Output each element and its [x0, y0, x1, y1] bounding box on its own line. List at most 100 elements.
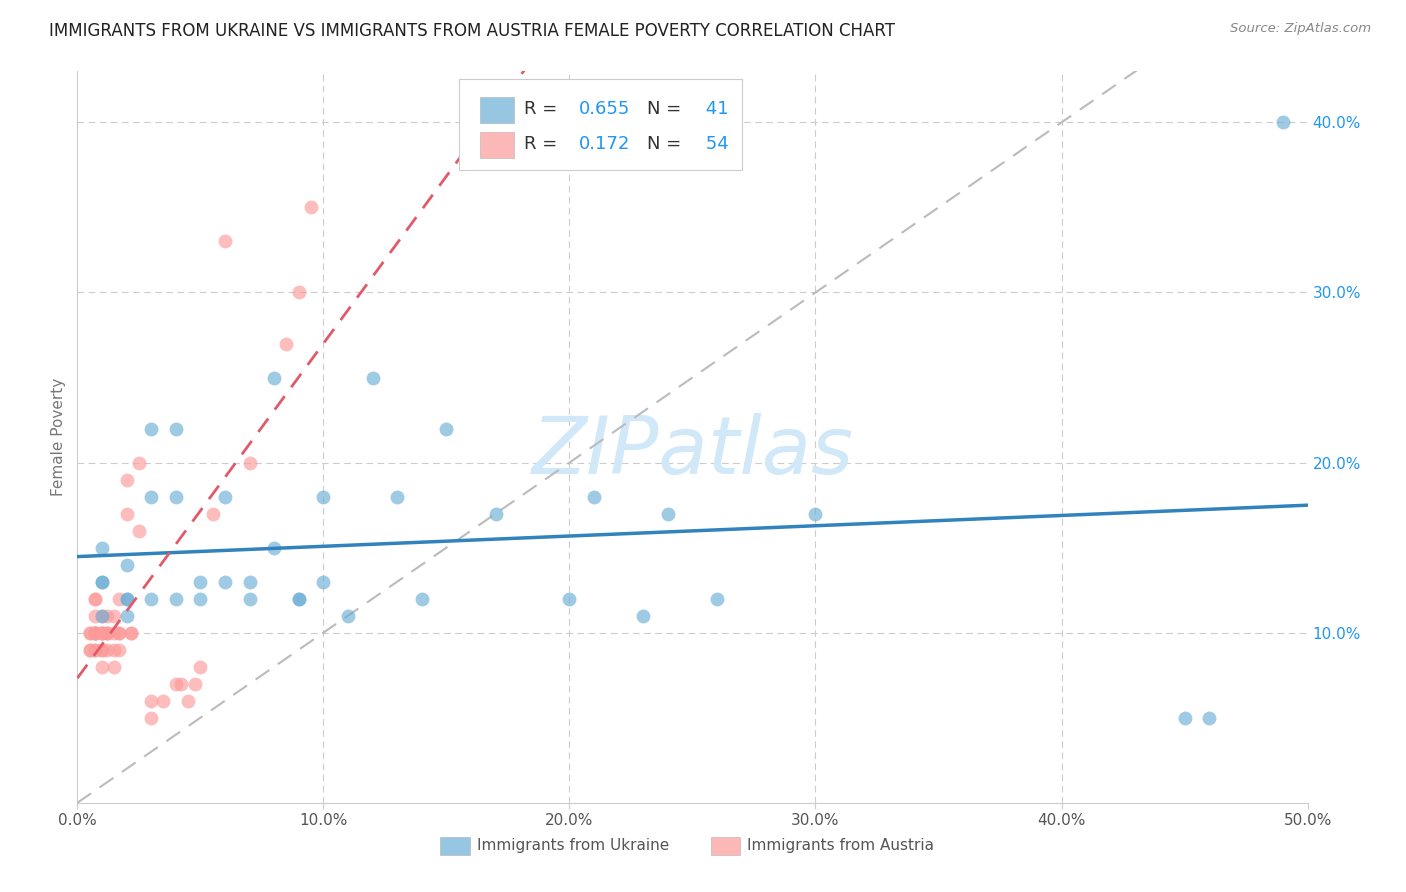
Point	[103, 642, 125, 657]
Point	[633, 608, 655, 623]
Point	[108, 642, 131, 657]
Point	[96, 625, 118, 640]
Point	[108, 625, 131, 640]
Point	[312, 574, 335, 589]
Point	[83, 608, 105, 623]
Point	[83, 625, 105, 640]
Point	[188, 574, 212, 589]
Point	[214, 235, 236, 249]
Point	[706, 591, 728, 606]
Point	[299, 201, 322, 215]
Point	[337, 608, 360, 623]
Text: N =: N =	[647, 135, 681, 153]
Point	[90, 608, 114, 623]
Point	[121, 625, 143, 640]
Point	[103, 608, 125, 623]
Point	[1174, 711, 1197, 725]
Point	[1198, 711, 1220, 725]
Point	[804, 507, 827, 521]
Point	[201, 507, 224, 521]
Text: 54: 54	[700, 135, 728, 153]
Point	[83, 591, 105, 606]
Text: 41: 41	[700, 100, 728, 118]
Point	[115, 591, 138, 606]
Point	[121, 625, 143, 640]
Point	[96, 608, 118, 623]
Point	[83, 625, 105, 640]
FancyBboxPatch shape	[479, 97, 515, 123]
Point	[83, 625, 105, 640]
Point	[436, 421, 458, 435]
Point	[184, 677, 207, 691]
Text: R =: R =	[524, 100, 562, 118]
Point	[657, 507, 679, 521]
Point	[83, 591, 105, 606]
Point	[103, 625, 125, 640]
Point	[83, 625, 105, 640]
FancyBboxPatch shape	[479, 132, 515, 159]
Point	[96, 625, 118, 640]
Point	[79, 642, 101, 657]
Text: IMMIGRANTS FROM UKRAINE VS IMMIGRANTS FROM AUSTRIA FEMALE POVERTY CORRELATION CH: IMMIGRANTS FROM UKRAINE VS IMMIGRANTS FR…	[49, 22, 896, 40]
Text: Immigrants from Ukraine: Immigrants from Ukraine	[477, 838, 669, 854]
Point	[276, 336, 298, 351]
FancyBboxPatch shape	[440, 838, 470, 855]
Point	[1272, 115, 1295, 129]
Point	[83, 642, 105, 657]
Point	[128, 456, 150, 470]
Point	[170, 677, 193, 691]
Point	[96, 642, 118, 657]
Point	[239, 591, 262, 606]
Point	[288, 285, 311, 300]
Point	[214, 490, 236, 504]
Point	[188, 591, 212, 606]
Point	[312, 490, 335, 504]
Point	[128, 524, 150, 538]
Point	[558, 591, 581, 606]
FancyBboxPatch shape	[458, 78, 742, 170]
Point	[485, 507, 508, 521]
Point	[115, 473, 138, 487]
Point	[263, 541, 285, 555]
Point	[165, 421, 187, 435]
Point	[385, 490, 409, 504]
Point	[239, 574, 262, 589]
Point	[165, 677, 187, 691]
Point	[90, 625, 114, 640]
Point	[115, 608, 138, 623]
Point	[108, 591, 131, 606]
Point	[90, 642, 114, 657]
Point	[79, 625, 101, 640]
Point	[79, 642, 101, 657]
Point	[361, 370, 384, 384]
Point	[96, 625, 118, 640]
Point	[165, 591, 187, 606]
Point	[83, 625, 105, 640]
Text: R =: R =	[524, 135, 568, 153]
Point	[90, 541, 114, 555]
Point	[103, 659, 125, 673]
Point	[239, 456, 262, 470]
Point	[115, 507, 138, 521]
Point	[90, 574, 114, 589]
Point	[263, 370, 285, 384]
Point	[411, 591, 433, 606]
Point	[141, 711, 163, 725]
Point	[214, 574, 236, 589]
Text: ZIPatlas: ZIPatlas	[531, 413, 853, 491]
Text: Source: ZipAtlas.com: Source: ZipAtlas.com	[1230, 22, 1371, 36]
FancyBboxPatch shape	[711, 838, 741, 855]
Point	[141, 694, 163, 708]
Text: N =: N =	[647, 100, 681, 118]
Point	[90, 574, 114, 589]
Point	[90, 625, 114, 640]
Y-axis label: Female Poverty: Female Poverty	[51, 378, 66, 496]
Point	[288, 591, 311, 606]
Point	[83, 642, 105, 657]
Text: 0.172: 0.172	[579, 135, 631, 153]
Point	[90, 659, 114, 673]
Point	[108, 625, 131, 640]
Point	[177, 694, 200, 708]
Point	[188, 659, 212, 673]
Text: Immigrants from Austria: Immigrants from Austria	[747, 838, 934, 854]
